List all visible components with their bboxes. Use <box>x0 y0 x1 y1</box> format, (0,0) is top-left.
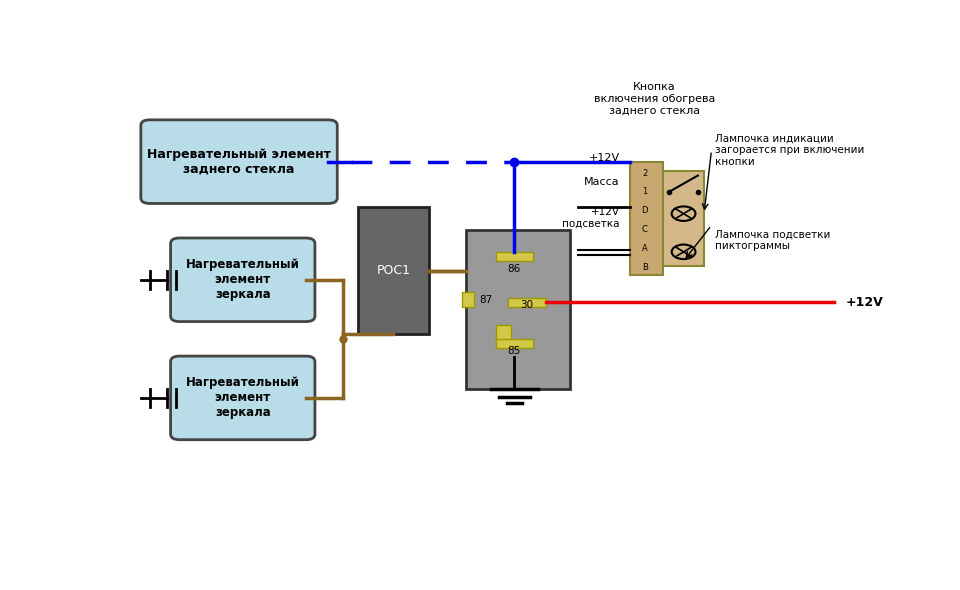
Bar <box>358 207 429 335</box>
Text: C: C <box>642 225 648 234</box>
Text: 87: 87 <box>479 295 492 305</box>
Bar <box>630 162 663 275</box>
FancyBboxPatch shape <box>141 120 337 204</box>
Bar <box>509 298 545 307</box>
Text: РОС1: РОС1 <box>376 264 411 277</box>
Text: 30: 30 <box>519 300 533 310</box>
FancyBboxPatch shape <box>171 356 315 440</box>
Bar <box>495 325 511 348</box>
Text: Нагревательный элемент
заднего стекла: Нагревательный элемент заднего стекла <box>147 148 331 176</box>
Text: Лампочка индикации
загорается при включении
кнопки: Лампочка индикации загорается при включе… <box>715 134 865 167</box>
FancyBboxPatch shape <box>171 238 315 322</box>
Text: +12V: +12V <box>846 296 883 309</box>
Text: 1: 1 <box>642 188 647 196</box>
Text: Лампочка подсветки
пиктограммы: Лампочка подсветки пиктограммы <box>715 230 830 251</box>
Text: Кнопка
включения обогрева
заднего стекла: Кнопка включения обогрева заднего стекла <box>593 82 715 116</box>
Text: D: D <box>641 206 648 215</box>
Text: Масса: Масса <box>585 177 620 187</box>
Text: 86: 86 <box>507 264 520 274</box>
Bar <box>466 230 570 389</box>
Bar <box>663 171 704 266</box>
Bar <box>463 293 474 307</box>
Text: A: A <box>642 244 648 253</box>
Text: 85: 85 <box>507 346 520 356</box>
Text: B: B <box>642 263 648 272</box>
Text: +12V
подсветка: +12V подсветка <box>563 207 620 229</box>
Text: Нагревательный
элемент
зеркала: Нагревательный элемент зеркала <box>186 376 300 419</box>
Bar <box>495 339 533 348</box>
Text: 2: 2 <box>642 169 647 178</box>
Text: +12V: +12V <box>588 153 620 163</box>
Text: Нагревательный
элемент
зеркала: Нагревательный элемент зеркала <box>186 258 300 301</box>
Bar <box>495 251 533 261</box>
